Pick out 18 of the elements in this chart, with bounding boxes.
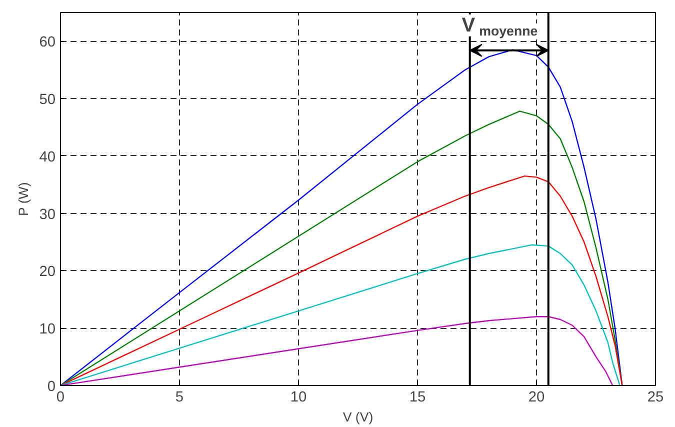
- x-tick-label: 20: [528, 390, 545, 406]
- line-series: [60, 316, 614, 386]
- x-axis-title: V (V): [342, 410, 374, 424]
- y-tick-label: 40: [39, 149, 56, 166]
- y-axis-title: P (W): [16, 182, 32, 216]
- y-tick-label: 0: [47, 379, 56, 395]
- line-series: [60, 110, 623, 386]
- y-tick-label: 20: [39, 264, 56, 280]
- line-series: [60, 244, 620, 386]
- line-series: [60, 175, 623, 386]
- x-tick-label: 10: [290, 390, 307, 406]
- x-tick-label: 5: [175, 390, 184, 406]
- y-tick-label: 10: [39, 322, 56, 338]
- y-tick-label: 30: [39, 206, 56, 223]
- y-tick-label: 50: [39, 92, 56, 108]
- x-tick-label: 15: [409, 390, 426, 406]
- y-tick-label: 60: [39, 34, 56, 51]
- x-tick-label: 25: [647, 390, 664, 406]
